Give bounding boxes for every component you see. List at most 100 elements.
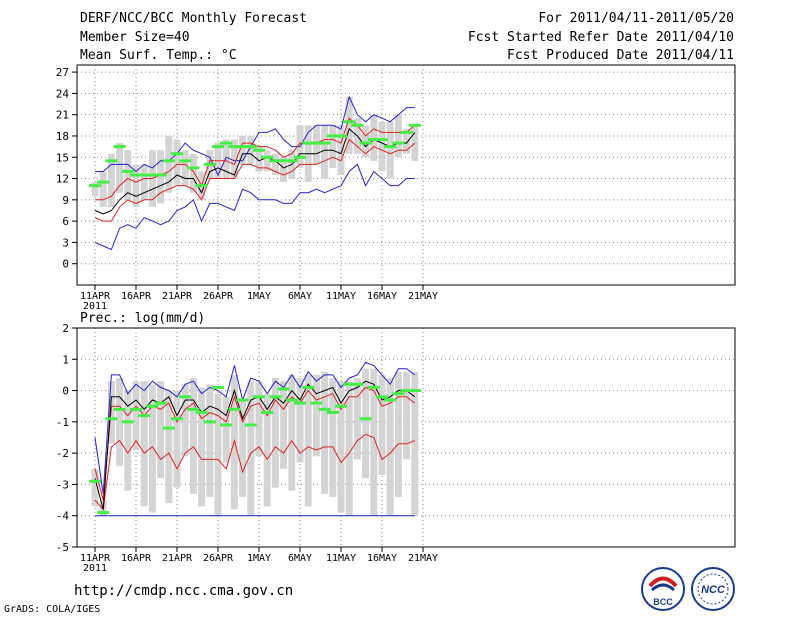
observed-marker — [294, 401, 306, 405]
observed-marker — [220, 141, 233, 145]
ensemble-box — [107, 381, 115, 444]
series-line-lower — [94, 433, 415, 511]
ensemble-box — [132, 381, 140, 451]
x-tick-label: 11MAY — [326, 553, 356, 564]
ensemble-box — [321, 371, 329, 494]
ensemble-box — [329, 378, 337, 497]
ensemble-box — [321, 125, 329, 179]
observed-marker — [187, 166, 200, 170]
ensemble-box — [247, 135, 255, 165]
x-tick-label: 26APR — [203, 291, 234, 302]
observed-marker — [228, 407, 241, 411]
ncc-logo: NCC — [691, 567, 735, 611]
ensemble-box — [337, 125, 345, 175]
observed-marker — [171, 417, 183, 421]
observed-marker — [105, 417, 118, 421]
ensemble-box — [148, 384, 156, 513]
x-tick-label: 11APR — [80, 553, 111, 564]
observed-marker — [244, 145, 257, 149]
observed-marker — [121, 420, 134, 424]
x-tick-label: 21MAY — [408, 291, 438, 302]
observed-marker — [408, 389, 421, 393]
ensemble-box — [189, 153, 197, 193]
ensemble-box — [206, 384, 214, 497]
variable-label: Mean Surf. Temp.: °C — [80, 48, 237, 63]
ensemble-box — [370, 368, 378, 516]
chart-title: DERF/NCC/BCC Monthly Forecast — [80, 11, 307, 26]
y-tick-label: -5 — [56, 541, 69, 554]
observed-marker — [367, 385, 380, 389]
ensemble-box — [230, 139, 238, 179]
observed-marker — [195, 184, 208, 188]
observed-marker — [97, 511, 110, 515]
panel-temp: 0 3 6 9 12 15 18 21 24 27 11APR 16APR 21APR 26APR 1MAY… — [56, 64, 736, 312]
x-year-label: 2011 — [83, 301, 107, 312]
y-tick-label: 6 — [62, 215, 69, 228]
observed-marker — [138, 414, 151, 418]
ensemble-box — [157, 150, 165, 204]
forecast-range: For 2011/04/11-2011/05/20 — [538, 11, 734, 26]
ensemble-box — [386, 378, 394, 516]
observed-marker — [171, 152, 183, 156]
y-tick-label: 18 — [56, 130, 69, 143]
ensemble-box — [173, 390, 181, 488]
source-url[interactable]: http://cmdp.ncc.cma.gov.cn — [74, 583, 294, 599]
ensemble-box — [124, 390, 132, 491]
x-tick-label: 6MAY — [288, 291, 312, 302]
observed-marker — [408, 123, 421, 127]
ensemble-box — [304, 374, 312, 507]
ensemble-box — [312, 125, 320, 165]
observed-marker — [335, 134, 347, 138]
ensemble-box — [378, 121, 386, 172]
observed-marker — [162, 426, 175, 430]
grads-credit: GrADS: COLA/IGES — [4, 604, 101, 615]
ensemble-box — [394, 371, 402, 497]
y-tick-label: 3 — [62, 236, 69, 249]
ensemble-box — [173, 139, 181, 186]
ensemble-box — [99, 171, 107, 207]
observed-marker — [318, 407, 331, 411]
observed-marker — [212, 385, 224, 389]
plot-frame — [76, 64, 736, 286]
observed-marker — [146, 173, 159, 177]
observed-marker — [236, 398, 249, 402]
observed-marker — [343, 382, 356, 386]
observed-marker — [121, 169, 134, 173]
panel-prec: Prec.: log(mm/d) -5 -4 -3 -2 -1 0 1 2 11APR 16APR 2… — [56, 311, 736, 574]
panel-subtitle: Prec.: log(mm/d) — [80, 311, 205, 326]
y-tick-label: 9 — [62, 194, 69, 207]
svg-text:NCC: NCC — [701, 584, 726, 596]
observed-marker — [310, 141, 323, 145]
observed-marker — [89, 184, 101, 188]
ensemble-box — [124, 150, 132, 200]
series-line-max — [95, 95, 415, 177]
observed-marker — [154, 401, 167, 405]
ensemble-box — [132, 164, 140, 207]
ensemble-box — [255, 381, 263, 457]
observed-marker — [228, 145, 241, 149]
member-size: Member Size=40 — [80, 30, 190, 45]
y-tick-label: -1 — [56, 416, 69, 429]
observed-marker — [392, 141, 405, 145]
ensemble-box — [370, 114, 378, 161]
observed-marker — [97, 180, 110, 184]
observed-marker — [220, 423, 233, 427]
series-line-max — [94, 361, 416, 494]
observed-marker — [113, 407, 126, 411]
ensemble-box — [337, 381, 345, 513]
observed-marker — [351, 382, 364, 386]
ensemble-box — [280, 381, 288, 469]
fcst-produced-date: Fcst Produced Date 2011/04/11 — [507, 48, 734, 63]
ensemble-box — [140, 381, 148, 507]
observed-marker — [244, 423, 257, 427]
svg-text:BCC: BCC — [653, 597, 673, 607]
observed-marker — [367, 138, 380, 142]
observed-marker — [203, 420, 216, 424]
observed-marker — [277, 159, 290, 163]
observed-marker — [384, 398, 397, 402]
x-tick-label: 16APR — [121, 291, 152, 302]
observed-marker — [302, 385, 315, 389]
y-tick-label: 15 — [56, 151, 69, 164]
series-line-mean — [94, 128, 416, 215]
observed-marker — [236, 145, 249, 149]
